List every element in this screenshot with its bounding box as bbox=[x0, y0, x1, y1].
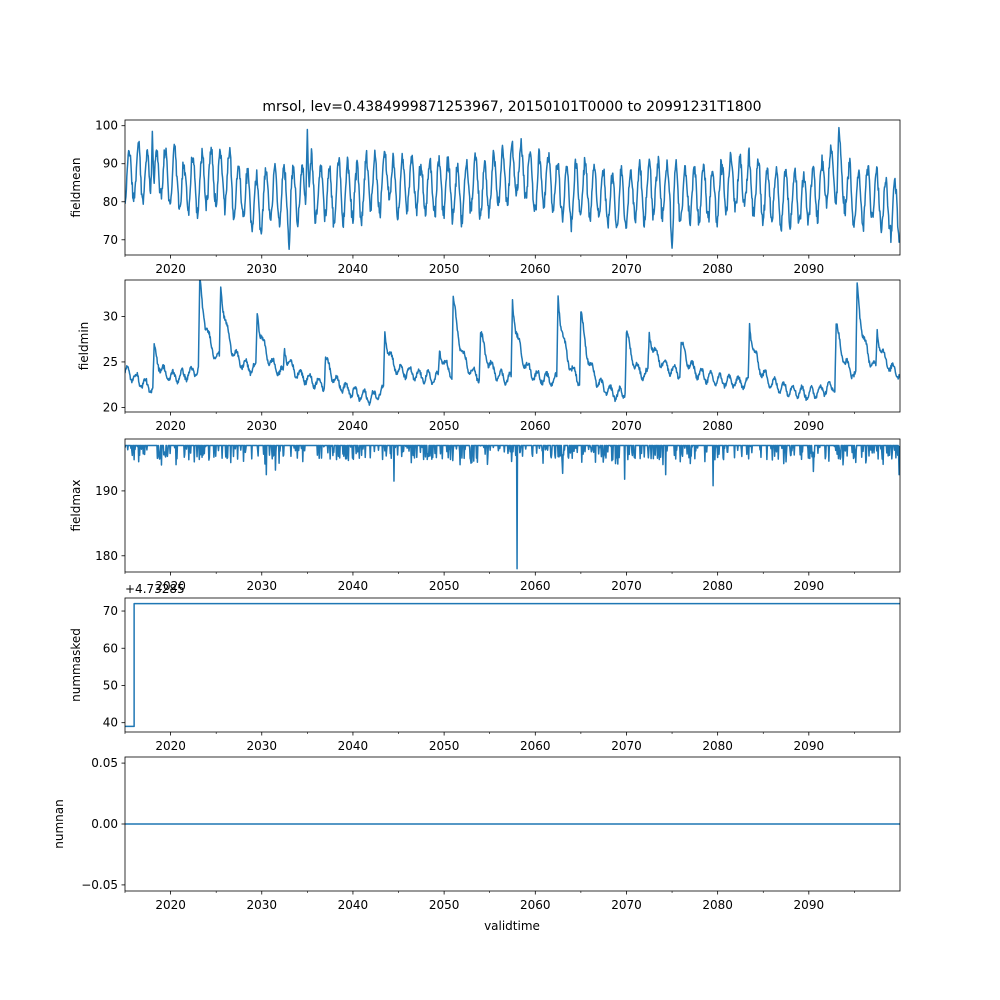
x-tick-label: 2040 bbox=[338, 579, 369, 593]
x-tick-label: 2060 bbox=[520, 739, 551, 753]
x-tick-label: 2090 bbox=[794, 898, 825, 912]
series-line-nummasked bbox=[125, 602, 900, 728]
x-tick-label: 2020 bbox=[155, 419, 186, 433]
x-tick-label: 2020 bbox=[155, 262, 186, 276]
x-tick-label: 2060 bbox=[520, 262, 551, 276]
y-tick-label: 50 bbox=[103, 678, 118, 692]
axes-frame bbox=[124, 119, 901, 256]
x-tick-label: 2070 bbox=[611, 579, 642, 593]
panel-fieldmean: 70 80 90 100 2020 2030 2040 2050 2060 2070 2080 209… bbox=[69, 119, 901, 276]
x-tick-label: 2090 bbox=[794, 419, 825, 433]
x-tick-label: 2030 bbox=[246, 262, 277, 276]
x-tick-label: 2030 bbox=[246, 579, 277, 593]
x-tick-label: 2040 bbox=[338, 262, 369, 276]
x-tick-label: 2050 bbox=[429, 898, 460, 912]
x-tick-label: 2070 bbox=[611, 898, 642, 912]
y-tick-label: 25 bbox=[103, 355, 118, 369]
axes-frame bbox=[124, 279, 901, 413]
chart-title: mrsol, lev=0.4384999871253967, 20150101T… bbox=[262, 99, 761, 115]
x-tick-label: 2050 bbox=[429, 262, 460, 276]
x-tick-label: 2070 bbox=[611, 419, 642, 433]
series-line-fieldmean bbox=[125, 126, 900, 251]
x-axis-label: validtime bbox=[484, 919, 540, 933]
series-line-fieldmax bbox=[125, 444, 900, 570]
y-tick-label: 70 bbox=[103, 604, 118, 618]
x-tick-label: 2060 bbox=[520, 898, 551, 912]
y-axis-label: fieldmin bbox=[77, 322, 91, 371]
x-tick-label: 2050 bbox=[429, 419, 460, 433]
y-tick-label: −0.05 bbox=[81, 878, 118, 892]
x-tick-label: 2020 bbox=[155, 579, 186, 593]
x-tick-label: 2090 bbox=[794, 739, 825, 753]
panel-fieldmin: 20 25 30 2020 2030 2040 2050 2060 2070 2080 2090 fi… bbox=[77, 279, 901, 433]
y-tick-label: 90 bbox=[103, 157, 118, 171]
axes-frame bbox=[124, 438, 901, 573]
y-tick-label: 30 bbox=[103, 309, 118, 323]
x-tick-label: 2090 bbox=[794, 262, 825, 276]
y-tick-label: 0.05 bbox=[91, 756, 118, 770]
x-tick-label: 2040 bbox=[338, 739, 369, 753]
y-axis-label: nummasked bbox=[69, 628, 83, 702]
x-tick-label: 2070 bbox=[611, 262, 642, 276]
x-tick-label: 2080 bbox=[702, 579, 733, 593]
panel-nummasked: 40 50 60 70 2020 2030 2040 2050 2060 2070 2080 2090… bbox=[69, 582, 901, 753]
series-line-fieldmin bbox=[125, 280, 900, 406]
y-tick-label: 60 bbox=[103, 641, 118, 655]
x-tick-label: 2030 bbox=[246, 739, 277, 753]
axes-frame bbox=[124, 597, 901, 733]
x-tick-label: 2080 bbox=[702, 262, 733, 276]
panel-fieldmax: 180 190 2020 2030 2040 2050 2060 2070 2080 2090 fi… bbox=[69, 438, 901, 593]
y-tick-label: 100 bbox=[95, 119, 118, 133]
y-axis-label: fieldmax bbox=[69, 479, 83, 531]
y-tick-label: 180 bbox=[95, 549, 118, 563]
x-tick-label: 2050 bbox=[429, 739, 460, 753]
x-tick-label: 2030 bbox=[246, 898, 277, 912]
y-tick-label: 40 bbox=[103, 716, 118, 730]
x-tick-label: 2020 bbox=[155, 898, 186, 912]
x-tick-label: 2020 bbox=[155, 739, 186, 753]
x-tick-label: 2080 bbox=[702, 419, 733, 433]
x-tick-label: 2070 bbox=[611, 739, 642, 753]
x-tick-label: 2080 bbox=[702, 739, 733, 753]
x-tick-label: 2040 bbox=[338, 419, 369, 433]
x-tick-label: 2060 bbox=[520, 419, 551, 433]
y-tick-label: 0.00 bbox=[91, 817, 118, 831]
offset-text: +4.73285 bbox=[125, 582, 185, 596]
panel-numnan: −0.05 0.00 0.05 2020 2030 2040 2050 2060 2070 208… bbox=[52, 756, 901, 912]
y-tick-label: 80 bbox=[103, 195, 118, 209]
x-tick-label: 2090 bbox=[794, 579, 825, 593]
x-tick-label: 2080 bbox=[702, 898, 733, 912]
y-axis-label: numnan bbox=[52, 799, 66, 848]
y-tick-label: 20 bbox=[103, 400, 118, 414]
x-tick-label: 2060 bbox=[520, 579, 551, 593]
y-tick-label: 70 bbox=[103, 233, 118, 247]
x-tick-label: 2050 bbox=[429, 579, 460, 593]
y-axis-label: fieldmean bbox=[69, 158, 83, 218]
x-tick-label: 2030 bbox=[246, 419, 277, 433]
y-tick-label: 190 bbox=[95, 484, 118, 498]
x-tick-label: 2040 bbox=[338, 898, 369, 912]
